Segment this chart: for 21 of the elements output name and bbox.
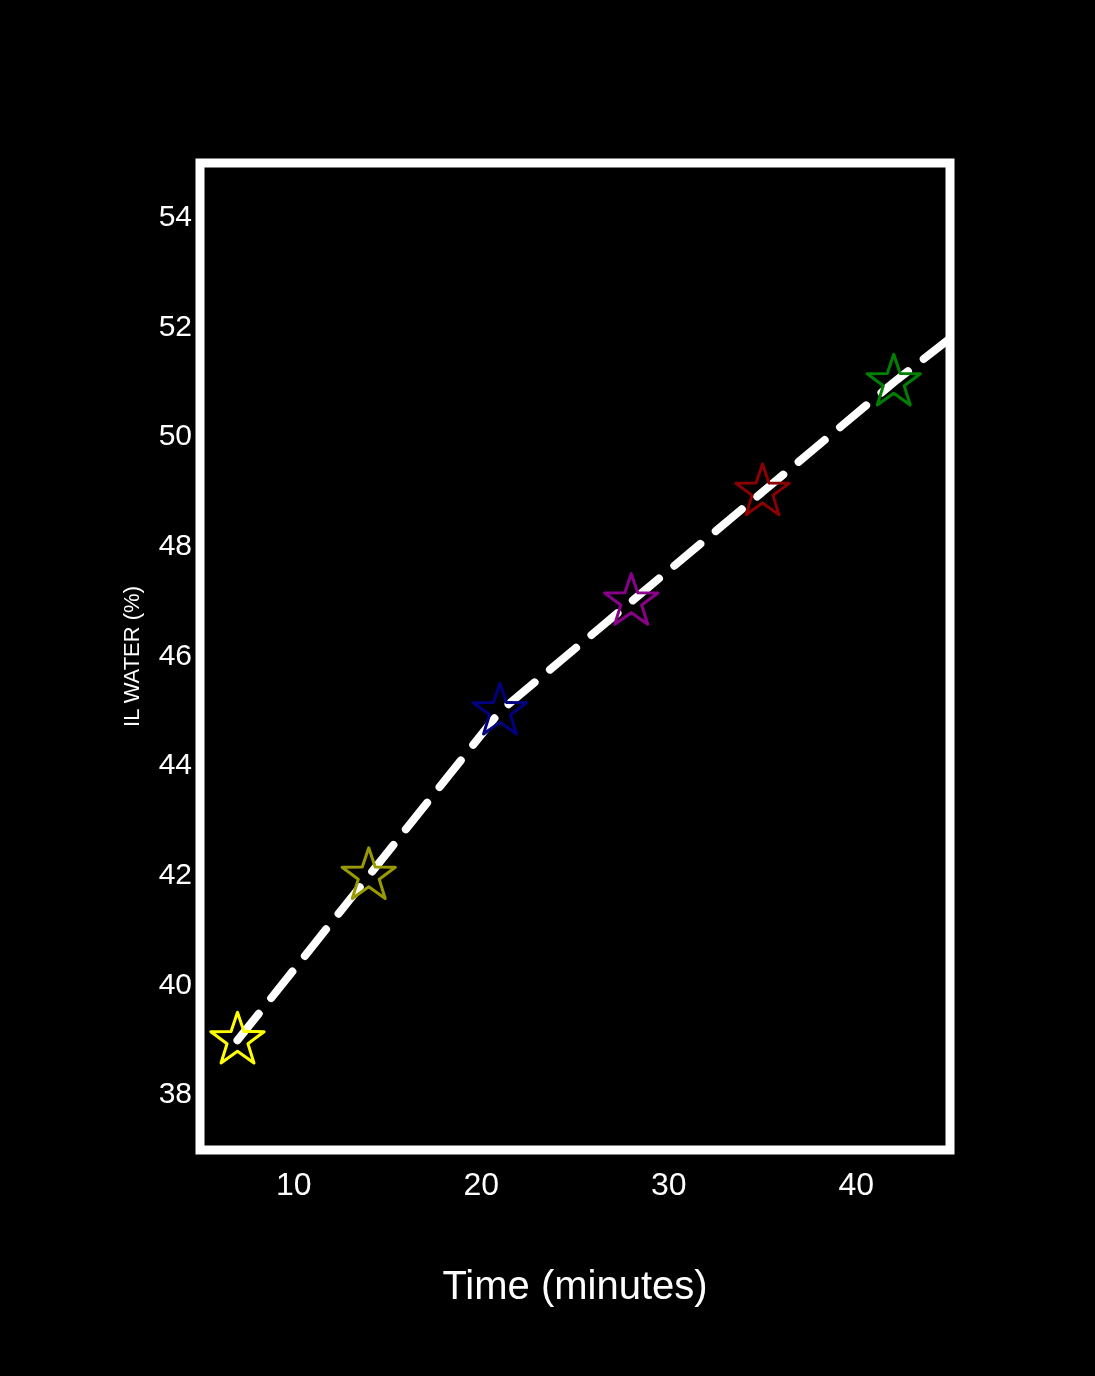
y-tick-label: 40 xyxy=(158,966,192,1000)
point xyxy=(471,681,529,736)
point xyxy=(865,352,922,407)
x-tick-label: 10 xyxy=(275,1166,312,1203)
y-axis-title: IL WATER (%) xyxy=(119,586,145,727)
x-tick-label: 40 xyxy=(838,1166,875,1203)
y-tick-label: 50 xyxy=(158,418,192,452)
x-tick-label: 20 xyxy=(463,1166,500,1203)
x-tick-label: 30 xyxy=(650,1166,687,1203)
y-tick-label: 44 xyxy=(158,747,192,781)
y-tick-label: 52 xyxy=(158,308,192,342)
point xyxy=(603,572,660,626)
x-axis-title: Time (minutes) xyxy=(442,1263,708,1308)
y-tick-label: 42 xyxy=(158,857,192,891)
point xyxy=(209,1010,266,1065)
y-tick-label: 48 xyxy=(158,528,192,562)
point xyxy=(340,846,397,900)
y-tick-label: 38 xyxy=(158,1076,192,1110)
y-tick-label: 54 xyxy=(158,199,192,233)
point xyxy=(734,462,791,517)
y-tick-label: 46 xyxy=(158,637,192,671)
